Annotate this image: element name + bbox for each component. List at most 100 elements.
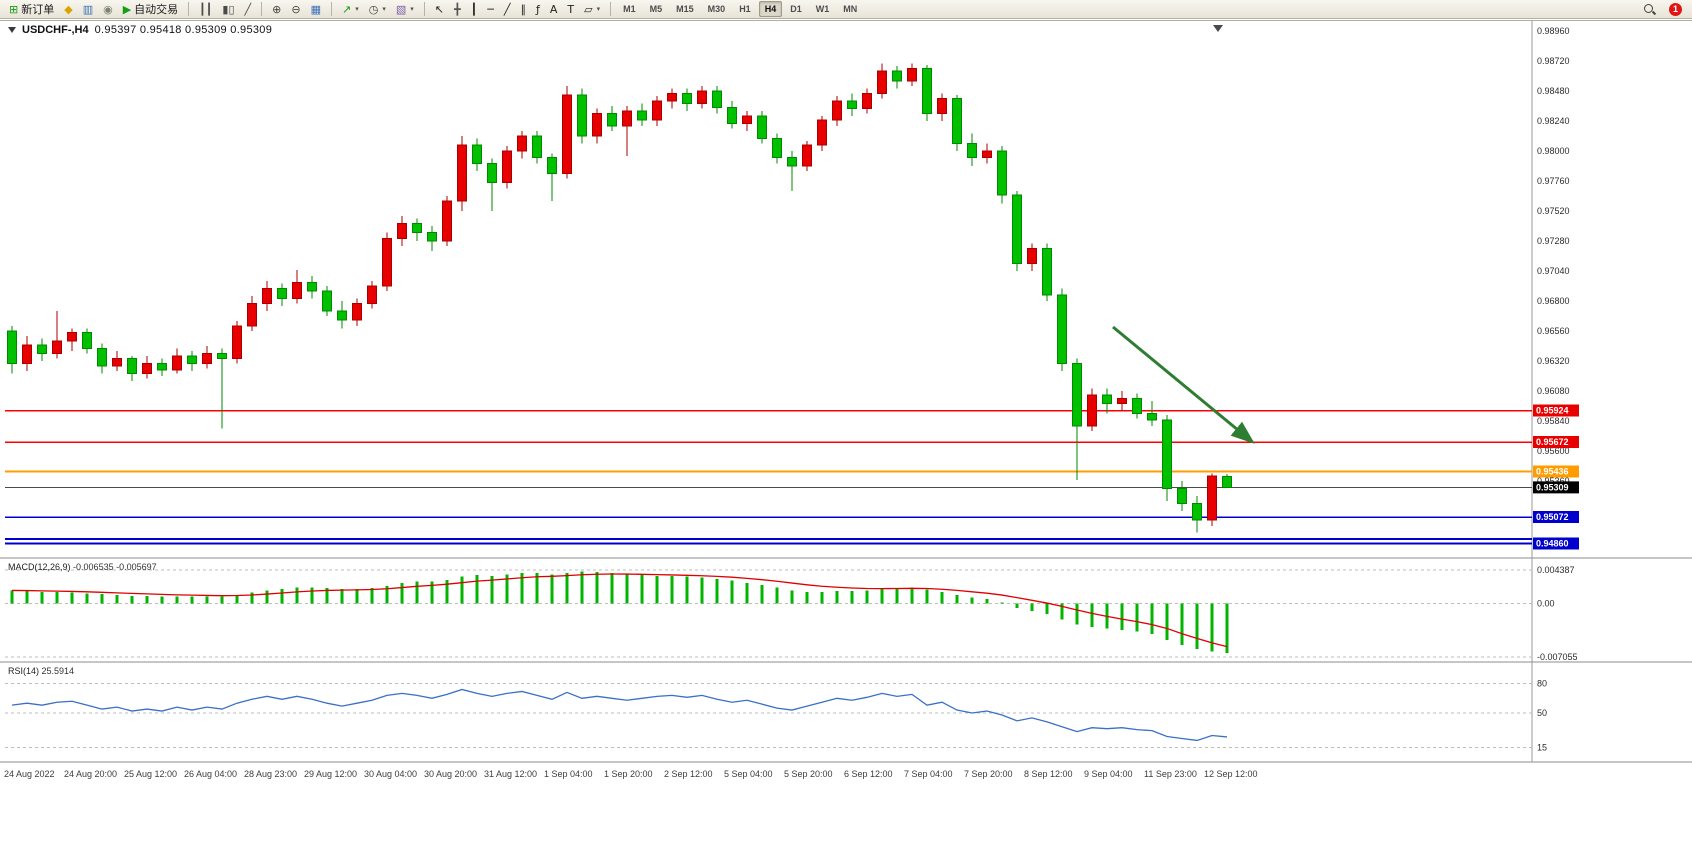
zoom-out-icon: ⊖ [291, 2, 301, 16]
timeframe-button-m1[interactable]: M1 [623, 4, 636, 14]
svg-text:6 Sep 12:00: 6 Sep 12:00 [844, 769, 893, 779]
metaeditor-icon: ◆ [64, 2, 73, 16]
timeframe-button-d1[interactable]: D1 [790, 4, 802, 14]
svg-text:0.98480: 0.98480 [1537, 86, 1570, 96]
zoom-in-icon: ⊕ [272, 2, 282, 16]
svg-text:5 Sep 20:00: 5 Sep 20:00 [784, 769, 833, 779]
svg-text:5 Sep 04:00: 5 Sep 04:00 [724, 769, 773, 779]
notification-badge[interactable]: 1 [1669, 2, 1682, 16]
market-watch-icon: ▥ [82, 2, 94, 16]
macd-name: MACD(12,26,9) [8, 562, 71, 572]
svg-text:0.95600: 0.95600 [1537, 446, 1570, 456]
vertical-line-button[interactable]: ┃ [467, 1, 482, 18]
svg-text:31 Aug 12:00: 31 Aug 12:00 [484, 769, 537, 779]
svg-text:0.96080: 0.96080 [1537, 386, 1570, 396]
indicators-button[interactable]: ↗ ▾ [338, 1, 363, 18]
timeframe-button-mn[interactable]: MN [843, 4, 858, 14]
svg-text:2 Sep 12:00: 2 Sep 12:00 [664, 769, 713, 779]
timeframe-button-m15[interactable]: M15 [676, 4, 694, 14]
crosshair-button[interactable]: ╋ [450, 1, 465, 18]
trendline-button[interactable]: ╱ [500, 1, 515, 18]
autotrading-button[interactable]: ▶ 自动交易 [119, 1, 182, 18]
svg-text:7 Sep 20:00: 7 Sep 20:00 [964, 769, 1013, 779]
new-order-button[interactable]: ⊞ 新订单 [5, 1, 58, 18]
channel-icon: ∥ [520, 2, 527, 16]
svg-text:-0.007055: -0.007055 [1537, 652, 1578, 662]
svg-text:0.98960: 0.98960 [1537, 26, 1570, 36]
price-axis-flags: 0.95924 0.95672 0.95436 0.95309 0.95072 0.948… [1533, 404, 1579, 550]
channel-button[interactable]: ∥ [517, 1, 531, 18]
candlestick-chart-icon: ▮▯ [222, 2, 235, 16]
svg-text:0.95840: 0.95840 [1537, 416, 1570, 426]
svg-text:28 Aug 23:00: 28 Aug 23:00 [244, 769, 297, 779]
templates-button[interactable]: ▧ ▾ [392, 1, 418, 18]
chart-canvas[interactable]: 0.98960 0.98720 0.98480 0.98240 0.98000 0.977… [0, 19, 1692, 845]
chart-chrome [0, 20, 1692, 763]
svg-text:15: 15 [1537, 742, 1547, 752]
label-icon: T [567, 2, 575, 16]
cursor-button[interactable]: ↖ [431, 1, 448, 18]
fibonacci-button[interactable]: ƒ [532, 1, 544, 18]
zoom-in-button[interactable]: ⊕ [268, 1, 285, 18]
svg-text:29 Aug 12:00: 29 Aug 12:00 [304, 769, 357, 779]
search-button[interactable] [1639, 1, 1660, 18]
svg-text:0.95360: 0.95360 [1537, 476, 1570, 486]
svg-text:26 Aug 04:00: 26 Aug 04:00 [184, 769, 237, 779]
price-axis-labels: 0.98960 0.98720 0.98480 0.98240 0.98000 0.977… [1537, 26, 1570, 486]
horizontal-lines-layer[interactable] [5, 409, 1532, 545]
horizontal-line-button[interactable]: ─ [483, 1, 498, 18]
shapes-button[interactable]: ▱ ▾ [580, 1, 604, 18]
indicator-axis-labels: 0.004387 0.00 -0.007055 80 50 15 [1537, 565, 1578, 752]
svg-text:80: 80 [1537, 679, 1547, 689]
svg-text:8 Sep 12:00: 8 Sep 12:00 [1024, 769, 1073, 779]
indicators-icon: ↗ [342, 2, 352, 16]
trend-arrow[interactable] [1112, 325, 1255, 444]
svg-text:1 Sep 04:00: 1 Sep 04:00 [544, 769, 593, 779]
line-chart-button[interactable]: ╱ [241, 1, 256, 18]
svg-text:0.00: 0.00 [1537, 598, 1555, 608]
svg-text:0.94860: 0.94860 [1536, 539, 1569, 549]
text-button[interactable]: A [546, 1, 562, 18]
shapes-icon: ▱ [584, 2, 593, 16]
timeframe-button-h1[interactable]: H1 [739, 4, 751, 14]
metaeditor-button[interactable]: ◆ [60, 1, 76, 18]
autotrading-icon: ▶ [122, 2, 132, 16]
tile-windows-icon: ▦ [310, 2, 321, 16]
macd-value: -0.006535 [73, 562, 114, 572]
svg-text:30 Aug 04:00: 30 Aug 04:00 [364, 769, 417, 779]
svg-text:0.97280: 0.97280 [1537, 236, 1570, 246]
timeframe-button-h4[interactable]: H4 [758, 1, 783, 17]
rsi-name: RSI(14) [8, 666, 40, 676]
dropdown-caret-icon: ▾ [596, 5, 601, 13]
cursor-icon: ↖ [434, 2, 444, 16]
candlestick-chart-button[interactable]: ▮▯ [218, 1, 238, 18]
svg-text:24 Aug 2022: 24 Aug 2022 [4, 769, 55, 779]
line-chart-icon: ╱ [244, 2, 252, 16]
timeframe-button-m5[interactable]: M5 [649, 4, 663, 14]
macd-indicator-layer [10, 571, 1229, 654]
dropdown-caret-icon: ▾ [355, 5, 359, 13]
timeframe-button-w1[interactable]: W1 [815, 4, 830, 14]
new-order-icon: ⊞ [9, 2, 19, 16]
tile-windows-button[interactable]: ▦ [307, 1, 325, 18]
svg-text:0.97520: 0.97520 [1537, 206, 1570, 216]
bar-chart-button[interactable]: ┃┃ [195, 1, 216, 18]
zoom-out-button[interactable]: ⊖ [287, 1, 304, 18]
svg-text:0.95072: 0.95072 [1536, 512, 1569, 522]
svg-text:0.96560: 0.96560 [1537, 326, 1570, 336]
svg-text:11 Sep 23:00: 11 Sep 23:00 [1144, 769, 1197, 779]
chart-title: USDCHF-,H4 0.95397 0.95418 0.95309 0.953… [8, 24, 272, 36]
periods-button[interactable]: ◷ ▾ [365, 1, 390, 18]
label-button[interactable]: T [563, 1, 578, 18]
timeframe-button-m30[interactable]: M30 [707, 4, 726, 14]
market-watch-button[interactable]: ▥ [79, 1, 97, 18]
strategy-tester-button[interactable]: ◉ [99, 1, 117, 18]
chart-symbol-period: USDCHF-,H4 [22, 24, 89, 36]
svg-text:24 Aug 20:00: 24 Aug 20:00 [64, 769, 117, 779]
time-axis-labels: 24 Aug 2022 24 Aug 20:00 25 Aug 12:00 26 Au… [4, 769, 1258, 779]
text-icon: A [549, 2, 558, 16]
svg-text:0.95924: 0.95924 [1536, 406, 1569, 416]
horizontal-line-icon: ─ [487, 2, 494, 16]
svg-text:0.95436: 0.95436 [1536, 467, 1569, 477]
chart-menu-icon[interactable] [8, 27, 16, 33]
